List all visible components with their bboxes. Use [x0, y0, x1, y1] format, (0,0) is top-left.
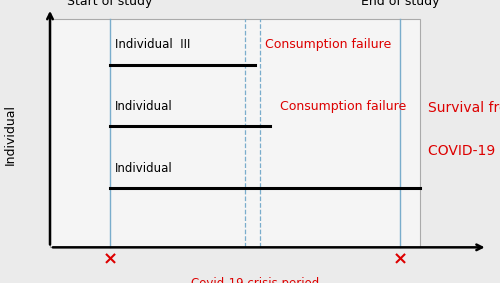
Text: End of study: End of study: [361, 0, 440, 8]
Text: Consumption failure: Consumption failure: [280, 100, 406, 113]
Text: Consumption failure: Consumption failure: [265, 38, 391, 51]
Text: Individual  III: Individual III: [115, 38, 190, 51]
Text: COVID-19 crisis: COVID-19 crisis: [428, 143, 500, 158]
Text: Individual: Individual: [115, 162, 173, 175]
Text: ×: ×: [102, 250, 118, 269]
Text: Individual: Individual: [115, 100, 173, 113]
Text: Individual: Individual: [4, 104, 16, 165]
Text: Survival from: Survival from: [428, 100, 500, 115]
Bar: [50, 19, 420, 247]
Text: Start of study: Start of study: [68, 0, 152, 8]
Text: ×: ×: [392, 250, 407, 269]
Text: Covid-19 crisis period: Covid-19 crisis period: [191, 277, 319, 283]
